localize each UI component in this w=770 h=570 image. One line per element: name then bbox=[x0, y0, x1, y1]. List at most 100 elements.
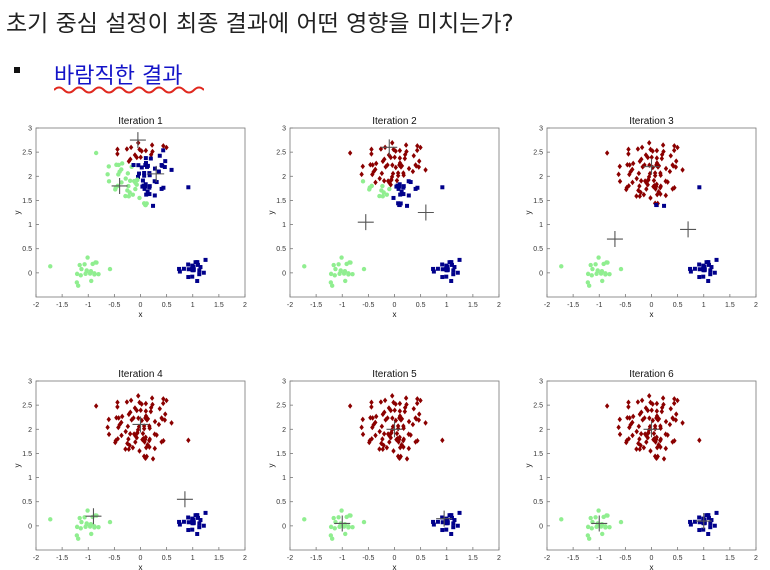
data-point-cluster-3 bbox=[457, 510, 462, 515]
data-point-cluster-1 bbox=[328, 533, 334, 538]
data-point-cluster-1 bbox=[125, 188, 130, 193]
data-point-cluster-2 bbox=[369, 436, 374, 442]
y-tick-label: 0.5 bbox=[276, 499, 286, 506]
data-point-cluster-1 bbox=[331, 262, 336, 268]
x-tick-label: 1.5 bbox=[214, 555, 224, 562]
data-point-cluster-1 bbox=[379, 188, 384, 193]
data-point-cluster-2 bbox=[415, 143, 420, 149]
data-point-cluster-2 bbox=[641, 444, 647, 451]
data-point-cluster-3 bbox=[440, 520, 445, 525]
data-point-cluster-3 bbox=[697, 520, 702, 525]
data-point-cluster-3 bbox=[203, 510, 208, 515]
data-point-cluster-2 bbox=[630, 419, 635, 426]
data-point-cluster-2 bbox=[134, 154, 139, 161]
data-point-cluster-2 bbox=[133, 439, 138, 445]
data-point-cluster-2 bbox=[404, 456, 410, 462]
x-tick-label: -1.5 bbox=[56, 555, 68, 562]
data-point-cluster-2 bbox=[636, 440, 641, 447]
data-point-cluster-1 bbox=[339, 255, 344, 260]
data-point-cluster-1 bbox=[106, 179, 112, 184]
data-point-cluster-2 bbox=[139, 148, 144, 154]
data-point-cluster-2 bbox=[652, 170, 658, 176]
data-point-cluster-3 bbox=[152, 179, 157, 184]
chart-title: Iteration 6 bbox=[629, 369, 674, 380]
y-tick-label: 2.5 bbox=[533, 150, 543, 157]
data-point-cluster-2 bbox=[396, 439, 401, 445]
data-point-cluster-2 bbox=[128, 144, 134, 151]
data-point-cluster-2 bbox=[397, 400, 403, 407]
chart-title: Iteration 4 bbox=[118, 369, 163, 380]
data-point-cluster-2 bbox=[417, 158, 422, 164]
data-point-cluster-3 bbox=[159, 186, 164, 191]
data-point-cluster-3 bbox=[452, 265, 457, 270]
data-point-cluster-3 bbox=[692, 266, 697, 271]
data-point-cluster-2 bbox=[617, 163, 622, 170]
data-point-cluster-1 bbox=[588, 262, 593, 268]
data-point-cluster-2 bbox=[671, 147, 677, 154]
data-point-cluster-2 bbox=[668, 405, 673, 412]
data-point-cluster-2 bbox=[644, 439, 649, 445]
data-point-cluster-3 bbox=[140, 178, 145, 183]
centroid-marker bbox=[591, 515, 608, 532]
data-point-cluster-2 bbox=[635, 399, 641, 405]
data-point-cluster-3 bbox=[688, 266, 693, 271]
data-point-cluster-1 bbox=[74, 524, 80, 530]
data-point-cluster-2 bbox=[142, 439, 147, 445]
y-tick-label: 1 bbox=[28, 475, 32, 482]
data-point-cluster-3 bbox=[445, 264, 450, 269]
data-point-cluster-1 bbox=[331, 515, 336, 521]
data-point-cluster-2 bbox=[654, 160, 660, 166]
data-point-cluster-2 bbox=[380, 436, 385, 442]
data-point-cluster-2 bbox=[654, 147, 660, 154]
data-point-cluster-1 bbox=[79, 266, 84, 272]
y-tick-label: 3 bbox=[28, 379, 32, 386]
data-point-cluster-1 bbox=[339, 508, 344, 513]
data-point-cluster-2 bbox=[663, 192, 669, 199]
chart-panel-4: Iteration 4 -2 -1.5 -1 -0.5 0 0.5 1 1.5 2 0 0.5 1 1.5… bbox=[13, 369, 247, 570]
data-point-cluster-3 bbox=[708, 525, 713, 530]
data-point-cluster-3 bbox=[440, 267, 445, 272]
x-tick-label: -0.5 bbox=[108, 555, 120, 562]
data-point-cluster-1 bbox=[585, 533, 591, 538]
data-point-cluster-2 bbox=[143, 408, 149, 414]
data-point-cluster-3 bbox=[142, 186, 147, 191]
centroid-marker bbox=[643, 158, 660, 175]
data-point-cluster-2 bbox=[617, 431, 623, 438]
y-tick-label: 1 bbox=[282, 222, 286, 229]
data-point-cluster-3 bbox=[708, 521, 713, 526]
data-point-cluster-2 bbox=[388, 434, 393, 441]
data-point-cluster-3 bbox=[142, 170, 147, 175]
data-point-cluster-2 bbox=[663, 178, 668, 185]
data-point-cluster-1 bbox=[384, 192, 390, 197]
x-tick-label: -2 bbox=[33, 555, 39, 562]
x-axis-label: x bbox=[393, 563, 397, 570]
data-point-cluster-3 bbox=[449, 278, 454, 283]
data-point-cluster-2 bbox=[645, 181, 650, 188]
data-point-cluster-2 bbox=[423, 167, 428, 173]
data-point-cluster-3 bbox=[714, 257, 719, 262]
data-point-cluster-2 bbox=[373, 166, 378, 173]
data-point-cluster-1 bbox=[119, 180, 124, 185]
data-point-cluster-2 bbox=[384, 444, 390, 451]
data-point-cluster-2 bbox=[627, 162, 632, 168]
data-point-cluster-2 bbox=[147, 425, 152, 432]
data-point-cluster-2 bbox=[653, 183, 659, 190]
data-point-cluster-2 bbox=[387, 180, 392, 186]
data-point-cluster-3 bbox=[697, 528, 702, 533]
data-point-cluster-2 bbox=[628, 421, 633, 428]
x-tick-label: 1 bbox=[445, 555, 449, 562]
data-point-cluster-1 bbox=[589, 273, 594, 278]
data-point-cluster-2 bbox=[186, 437, 191, 444]
data-point-cluster-2 bbox=[411, 152, 416, 159]
y-tick-label: 1 bbox=[539, 475, 543, 482]
data-point-cluster-2 bbox=[135, 429, 140, 436]
data-point-cluster-2 bbox=[661, 148, 666, 155]
data-point-cluster-3 bbox=[143, 156, 148, 161]
data-point-cluster-2 bbox=[160, 416, 165, 422]
data-point-cluster-2 bbox=[135, 427, 141, 433]
data-point-cluster-2 bbox=[636, 423, 642, 430]
data-point-cluster-2 bbox=[147, 437, 152, 444]
data-point-cluster-2 bbox=[635, 146, 641, 152]
data-point-cluster-3 bbox=[654, 202, 659, 207]
